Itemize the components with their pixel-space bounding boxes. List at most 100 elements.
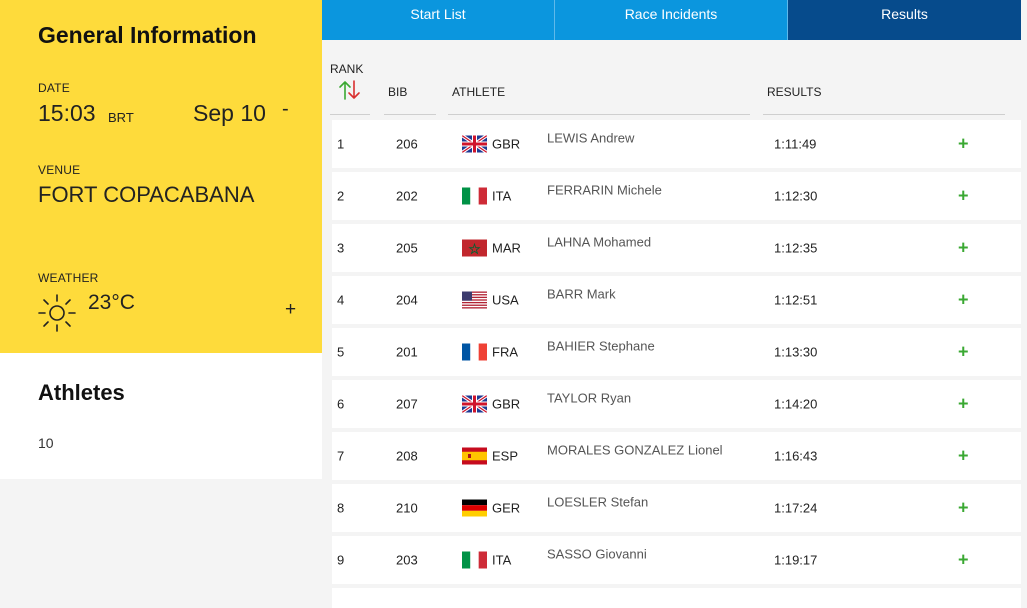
flag-ita-icon (462, 551, 487, 569)
table-row[interactable]: 5 201 FRA BAHIER Stephane 1:13:30 + (332, 328, 1021, 376)
flag-gbr-icon (462, 395, 487, 413)
noc-cell: GER (492, 500, 521, 516)
athletes-panel: Athletes 10 (0, 353, 322, 479)
general-information-panel: General Information DATE 15:03 BRT Sep 1… (0, 0, 322, 353)
expand-row-button[interactable]: + (958, 445, 969, 466)
weather-expand-button[interactable]: + (285, 299, 297, 320)
flag-esp-icon (462, 447, 487, 465)
header-athlete: ATHLETE (452, 85, 506, 99)
result-cell: 1:19:17 (774, 552, 818, 568)
result-cell: 1:17:24 (774, 500, 818, 516)
timezone: BRT (108, 110, 134, 125)
table-row[interactable]: 7 208 ESP MORALES GONZALEZ Lionel 1:16:4… (332, 432, 1021, 480)
rank-cell: 4 (337, 292, 345, 308)
event-time: 15:03 (38, 100, 96, 126)
header-underline (763, 114, 1005, 115)
flag-fra-icon (462, 343, 487, 361)
expand-row-button[interactable]: + (958, 237, 969, 258)
result-cell: 1:12:35 (774, 240, 818, 256)
left-panel: General Information DATE 15:03 BRT Sep 1… (0, 0, 322, 608)
athlete-name[interactable]: LAHNA Mohamed (547, 234, 652, 250)
bib-cell: 201 (396, 344, 418, 360)
tab-bar: Start List Race Incidents Results (322, 0, 1021, 40)
rank-cell: 1 (337, 136, 345, 152)
rank-cell: 8 (337, 500, 345, 516)
expand-row-button[interactable]: + (958, 133, 969, 154)
bib-cell: 205 (396, 240, 418, 256)
athlete-name[interactable]: LEWIS Andrew (547, 130, 635, 146)
flag-usa-icon (462, 291, 487, 309)
bib-cell: 204 (396, 292, 418, 308)
flag-gbr-icon (462, 135, 487, 153)
noc-cell: USA (492, 292, 519, 308)
rank-cell: 2 (337, 188, 345, 204)
athlete-name[interactable]: BARR Mark (547, 286, 616, 302)
result-cell: 1:11:49 (774, 136, 817, 152)
expand-row-button[interactable]: + (958, 549, 969, 570)
result-cell: 1:12:51 (774, 292, 818, 308)
bib-cell: 210 (396, 500, 418, 516)
expand-row-button[interactable]: + (958, 393, 969, 414)
expand-row-button[interactable]: + (958, 289, 969, 310)
header-underline (384, 114, 436, 115)
tab-start-list[interactable]: Start List (322, 0, 555, 40)
athlete-name[interactable]: MORALES GONZALEZ Lionel (547, 442, 723, 458)
weather-label: WEATHER (38, 271, 99, 285)
noc-cell: MAR (492, 240, 521, 256)
athlete-name[interactable]: BAHIER Stephane (547, 338, 655, 354)
expand-row-button[interactable]: + (958, 341, 969, 362)
header-rank[interactable]: RANK (330, 62, 364, 76)
tab-results[interactable]: Results (788, 0, 1021, 40)
bib-cell: 203 (396, 552, 418, 568)
venue-label: VENUE (38, 163, 81, 177)
athletes-count: 10 (38, 435, 54, 451)
athletes-title: Athletes (38, 380, 125, 405)
result-cell: 1:16:43 (774, 448, 818, 464)
rank-cell: 6 (337, 396, 345, 412)
expand-row-button[interactable]: + (958, 185, 969, 206)
rank-cell: 3 (337, 240, 345, 256)
athlete-name[interactable]: TAYLOR Ryan (547, 390, 632, 406)
table-row[interactable]: 9 203 ITA SASSO Giovanni 1:19:17 + (332, 536, 1021, 584)
flag-mar-icon (462, 239, 487, 257)
tab-race-incidents[interactable]: Race Incidents (555, 0, 788, 40)
noc-cell: ESP (492, 448, 519, 464)
expand-row-button[interactable]: + (958, 497, 969, 518)
result-cell: 1:13:30 (774, 344, 818, 360)
athlete-name[interactable]: SASSO Giovanni (547, 546, 647, 562)
temperature: 23°C (88, 291, 135, 314)
header-underline (330, 114, 370, 115)
results-table: RANK BIB ATHLETE RESULTS 1 206 GBR LEWIS… (322, 40, 1021, 608)
noc-cell: GBR (492, 136, 521, 152)
general-information-title: General Information (38, 22, 257, 48)
table-row[interactable] (332, 588, 1021, 608)
bib-cell: 208 (396, 448, 418, 464)
table-row[interactable]: 6 207 GBR TAYLOR Ryan 1:14:20 + (332, 380, 1021, 428)
noc-cell: GBR (492, 396, 521, 412)
table-row[interactable]: 2 202 ITA FERRARIN Michele 1:12:30 + (332, 172, 1021, 220)
sun-icon (38, 294, 76, 332)
sort-icon[interactable] (338, 79, 362, 101)
table-row[interactable]: 3 205 MAR LAHNA Mohamed 1:12:35 + (332, 224, 1021, 272)
bib-cell: 202 (396, 188, 418, 204)
header-underline (448, 114, 750, 115)
header-bib: BIB (388, 85, 408, 99)
noc-cell: ITA (492, 188, 512, 204)
date-label: DATE (38, 81, 70, 95)
header-results: RESULTS (767, 85, 822, 99)
rank-cell: 5 (337, 344, 345, 360)
result-cell: 1:12:30 (774, 188, 818, 204)
event-date: Sep 10 (193, 100, 266, 126)
flag-ita-icon (462, 187, 487, 205)
table-header: RANK BIB ATHLETE RESULTS (322, 40, 1021, 116)
table-row[interactable]: 1 206 GBR LEWIS Andrew 1:11:49 + (332, 120, 1021, 168)
athlete-name[interactable]: FERRARIN Michele (547, 182, 662, 198)
venue-name: FORT COPACABANA (38, 182, 255, 207)
table-row[interactable]: 8 210 GER LOESLER Stefan 1:17:24 + (332, 484, 1021, 532)
rank-cell: 9 (337, 552, 345, 568)
result-cell: 1:14:20 (774, 396, 818, 412)
athlete-name[interactable]: LOESLER Stefan (547, 494, 649, 510)
noc-cell: FRA (492, 344, 518, 360)
bib-cell: 206 (396, 136, 418, 152)
table-row[interactable]: 4 204 USA BARR Mark 1:12:51 + (332, 276, 1021, 324)
